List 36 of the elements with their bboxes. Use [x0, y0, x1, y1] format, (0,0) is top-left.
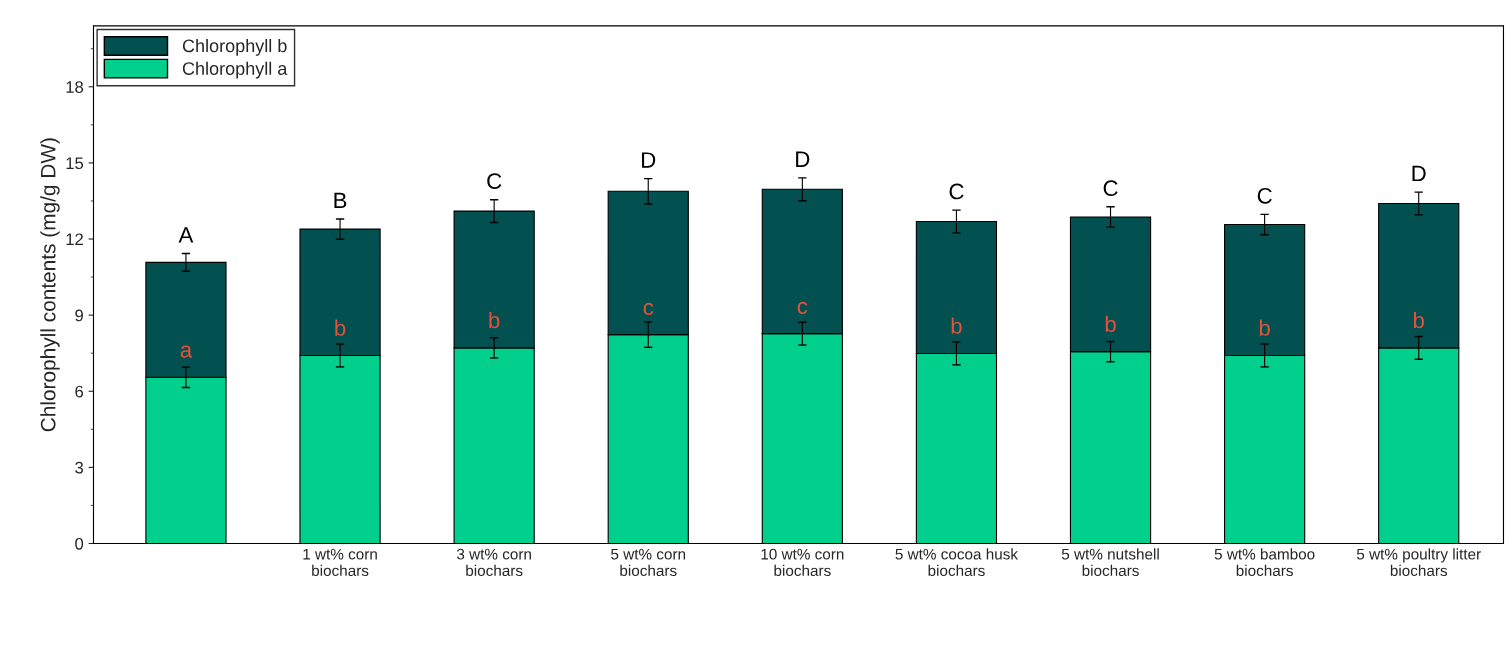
annotation: C [487, 173, 502, 189]
legend-label: Chlorophyll a [182, 61, 288, 79]
y-tick-label: 18 [66, 81, 84, 93]
annotation: a [180, 345, 193, 358]
y-tick-label: 12 [66, 233, 83, 246]
x-tick-label: 5 wt% nutshell biochars [1061, 548, 1159, 577]
x-tick-label: 5 wt% corn biochars [611, 548, 686, 577]
annotation: C [1257, 187, 1272, 204]
annotation: A [178, 227, 194, 243]
y-tick-label: 9 [75, 309, 83, 322]
annotation: c [797, 301, 808, 315]
annotation: D [796, 151, 810, 167]
legend-label: Chlorophyll b [182, 38, 287, 56]
annotation: b [1105, 315, 1116, 333]
x-tick-label: 10 wt% corn biochars [761, 548, 844, 577]
x-tick-label: 1 wt% corn biochars [303, 548, 377, 577]
annotation: b [489, 311, 500, 329]
x-tick-label: 5 wt% cocoa husk biochars [895, 548, 1019, 577]
annotation: b [951, 317, 962, 334]
y-axis-title: Chlorophyll contents (mg/g DW) [40, 138, 60, 432]
annotation: D [642, 152, 656, 168]
x-tick-label: 5 wt% bamboo biochars [1214, 548, 1315, 577]
x-tick-label: 3 wt% corn biochars [456, 548, 531, 577]
y-tick-label: 15 [66, 157, 84, 170]
y-tick-label: 0 [75, 537, 84, 550]
y-tick-label: 6 [75, 385, 84, 398]
annotation: c [643, 302, 654, 316]
annotation: b [1259, 319, 1270, 336]
annotation: C [1103, 180, 1118, 197]
y-tick-label: 3 [75, 461, 84, 474]
annotation: b [335, 319, 346, 336]
annotation: B [334, 192, 347, 209]
x-tick-label: 5 wt% poultry litter biochars [1356, 548, 1481, 577]
annotation: C [949, 183, 964, 200]
annotation: D [1412, 165, 1426, 182]
annotation: b [1413, 311, 1424, 329]
